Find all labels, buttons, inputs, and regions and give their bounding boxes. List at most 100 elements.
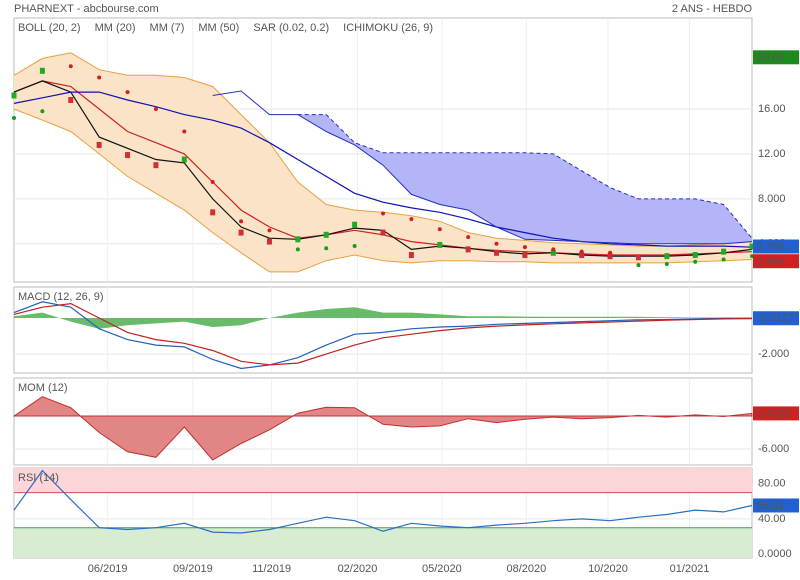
candle <box>68 97 74 104</box>
value-box <box>753 239 799 254</box>
sar-dot <box>153 106 158 111</box>
x-tick-label: 11/2019 <box>252 563 291 575</box>
candle <box>11 92 17 99</box>
rsi-line <box>13 469 753 534</box>
x-tick-label: 01/2021 <box>670 563 710 575</box>
sar-dot <box>579 249 584 254</box>
y-tick-label: 12.00 <box>758 148 786 160</box>
x-tick-label: 02/2020 <box>338 563 378 575</box>
sar-dot <box>352 244 357 249</box>
value-box <box>753 50 799 65</box>
sar-dot <box>693 259 698 264</box>
candle <box>96 141 102 148</box>
x-tick-label: 08/2020 <box>506 563 546 575</box>
candle <box>494 249 500 256</box>
x-tick-label: 09/2019 <box>173 563 213 575</box>
sar-dot <box>494 241 499 246</box>
sar-dot <box>125 90 130 95</box>
x-tick-label: 05/2020 <box>422 563 462 575</box>
y-tick-label: 16.00 <box>758 103 786 115</box>
sar-dot <box>182 129 187 134</box>
sar-dot <box>239 219 244 224</box>
legend-entry: BOLL (20, 2) <box>18 22 81 34</box>
candle <box>550 249 556 256</box>
candle <box>323 231 329 238</box>
value-box <box>753 498 799 513</box>
candle <box>238 229 244 236</box>
bollinger-lower <box>13 108 753 273</box>
candle <box>607 253 613 260</box>
ichimoku-span-b <box>297 114 753 239</box>
sar-dot <box>68 64 73 69</box>
y-tick-label: 80.00 <box>758 478 786 490</box>
band-fill <box>14 52 752 272</box>
x-tick-label: 10/2020 <box>588 563 628 575</box>
sar-dot <box>381 211 385 216</box>
candle <box>437 241 443 248</box>
candle <box>408 252 414 259</box>
candle <box>579 252 585 259</box>
sar-dot <box>437 227 442 232</box>
y-tick-label: 8.000 <box>758 193 786 205</box>
x-tick-label: 06/2019 <box>88 563 128 575</box>
sar-dot <box>466 235 471 240</box>
candle <box>352 221 358 228</box>
y-tick-label: -2.000 <box>758 348 789 360</box>
value-box-label: 20.60 <box>757 52 785 64</box>
panel <box>13 286 753 374</box>
signal-line <box>13 302 753 366</box>
band-fill <box>297 114 752 244</box>
sar-dot <box>551 247 556 252</box>
legend-entry: MM (50) <box>198 22 239 34</box>
candle <box>153 162 159 169</box>
panel-label: RSI (14) <box>18 472 59 484</box>
panel-label: MACD (12, 26, 9) <box>18 291 104 303</box>
sar-dot <box>12 115 16 120</box>
sar-dot <box>409 217 414 222</box>
candle <box>39 67 45 74</box>
legend-entry: MM (20) <box>95 22 136 34</box>
value-box-label: 3.760 <box>757 241 785 253</box>
value-box <box>753 311 799 326</box>
value-box-label: 55.31 <box>757 500 785 512</box>
macd-histogram <box>14 307 752 329</box>
candle <box>210 209 216 216</box>
sar-dot <box>97 75 102 80</box>
moving-average <box>13 91 753 248</box>
overbought-zone <box>14 468 752 493</box>
legend-entry: MM (7) <box>150 22 185 34</box>
candle <box>749 243 755 250</box>
candle <box>295 236 301 243</box>
chart-subtitle: 2 ANS - HEBDO <box>672 3 753 15</box>
legend-entry: ICHIMOKU (26, 9) <box>343 22 433 34</box>
momentum-area <box>13 396 753 461</box>
oversold-zone <box>14 527 752 558</box>
chart-title: PHARNEXT - abcbourse.com <box>14 3 159 15</box>
candle <box>664 253 670 260</box>
y-tick-label: 40.00 <box>758 513 786 525</box>
sar-dot <box>721 257 726 262</box>
sar-dot <box>608 250 613 255</box>
sar-dot <box>664 262 669 267</box>
y-tick-label: 0.0000 <box>758 548 792 560</box>
candle <box>125 152 131 159</box>
sar-dot <box>295 247 300 252</box>
candle <box>721 248 727 255</box>
candle <box>692 252 698 259</box>
candle <box>522 252 528 259</box>
macd-line <box>13 301 753 370</box>
value-box <box>753 254 799 269</box>
candle <box>635 254 641 261</box>
sar-dot <box>40 109 45 114</box>
candle <box>266 238 272 245</box>
sar-dot <box>267 228 272 233</box>
y-tick-label: -6.000 <box>758 443 789 455</box>
ichimoku-span-a <box>212 90 753 245</box>
sar-dot <box>210 180 215 185</box>
sar-dot <box>324 246 329 251</box>
sar-dot <box>636 263 641 268</box>
candle <box>465 246 471 253</box>
panel-label: MOM (12) <box>18 382 68 394</box>
